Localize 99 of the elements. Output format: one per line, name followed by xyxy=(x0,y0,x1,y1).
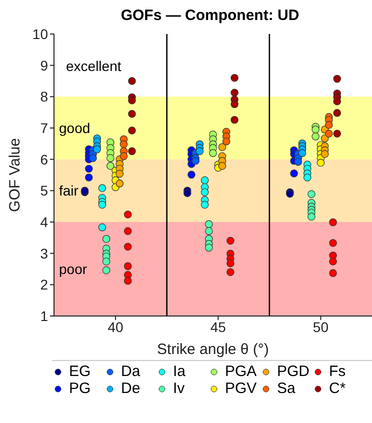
point xyxy=(226,268,234,276)
point xyxy=(325,130,333,138)
point xyxy=(218,143,226,152)
legend-label: PGD xyxy=(277,363,310,380)
y-tick-label: 5 xyxy=(40,182,48,199)
point xyxy=(204,244,213,252)
legend-label: Iv xyxy=(173,380,185,397)
point xyxy=(124,227,132,235)
legend-label: Ia xyxy=(173,363,186,380)
point xyxy=(290,170,298,178)
band-label: good xyxy=(59,120,90,136)
point xyxy=(325,120,333,129)
point xyxy=(226,259,234,268)
point xyxy=(303,174,312,182)
point xyxy=(116,170,124,178)
y-tick-label: 9 xyxy=(40,57,48,74)
x-tick-label: 45 xyxy=(210,318,226,335)
y-tick-label: 2 xyxy=(40,276,48,293)
legend-label: C* xyxy=(329,380,346,397)
y-tick-label: 8 xyxy=(40,88,48,105)
legend-label: De xyxy=(121,380,140,397)
point xyxy=(128,126,136,134)
point xyxy=(230,116,238,124)
point xyxy=(116,180,124,188)
point xyxy=(320,150,329,158)
x-axis-title: Strike angle θ (°) xyxy=(157,341,269,358)
legend-label: PG xyxy=(69,380,91,397)
band-label: poor xyxy=(59,260,88,277)
point xyxy=(124,262,132,270)
point xyxy=(106,162,114,170)
point xyxy=(209,149,217,157)
point xyxy=(102,235,110,243)
point xyxy=(200,188,209,196)
point xyxy=(329,239,337,247)
point xyxy=(128,110,136,118)
point xyxy=(230,100,238,108)
y-tick-label: 6 xyxy=(40,151,48,168)
legend-label: Da xyxy=(121,363,140,380)
point xyxy=(120,152,128,160)
point xyxy=(329,269,337,277)
point xyxy=(316,158,325,167)
point xyxy=(124,210,132,218)
point xyxy=(84,174,93,182)
legend-label: EG xyxy=(69,363,91,380)
point xyxy=(333,109,342,117)
point xyxy=(200,200,209,209)
point xyxy=(128,77,136,85)
point xyxy=(329,218,337,226)
x-tick-label: 40 xyxy=(108,318,124,335)
point xyxy=(312,132,320,140)
point xyxy=(308,212,316,221)
point xyxy=(204,220,213,228)
y-tick-label: 1 xyxy=(40,308,48,324)
legend-label: PGV xyxy=(225,380,257,397)
point xyxy=(84,164,93,173)
point xyxy=(128,147,136,156)
band-label: fair xyxy=(59,182,79,199)
point xyxy=(298,149,306,157)
point xyxy=(230,88,238,96)
point xyxy=(308,190,316,198)
x-tick-label: 50 xyxy=(312,318,329,335)
point xyxy=(312,126,320,134)
y-tick-label: 7 xyxy=(40,120,48,136)
y-axis-title: GOF Value xyxy=(6,138,24,212)
point xyxy=(124,242,132,251)
point xyxy=(333,97,342,106)
chart-title: GOFs — Component: UD xyxy=(120,7,300,24)
point xyxy=(106,154,114,162)
point xyxy=(200,176,209,184)
y-tick-label: 4 xyxy=(40,214,48,230)
point xyxy=(124,277,132,285)
y-tick-label: 3 xyxy=(40,245,48,262)
point xyxy=(230,74,238,82)
point xyxy=(188,170,196,179)
point xyxy=(98,200,106,209)
legend-label: PGA xyxy=(225,363,257,380)
point xyxy=(329,258,337,266)
point xyxy=(98,184,106,192)
point xyxy=(333,74,342,83)
point xyxy=(98,223,106,232)
point xyxy=(226,236,234,245)
point xyxy=(333,130,342,138)
point xyxy=(183,189,192,198)
point xyxy=(222,138,230,146)
point xyxy=(89,154,97,162)
point xyxy=(192,157,200,165)
point xyxy=(204,227,213,235)
point xyxy=(218,162,226,170)
point xyxy=(294,158,302,166)
y-tick-label: 10 xyxy=(32,26,48,42)
legend-label: Sa xyxy=(277,380,296,397)
annotation: excellent xyxy=(66,58,122,74)
point xyxy=(128,96,136,104)
legend-label: Fs xyxy=(329,363,346,380)
point xyxy=(93,145,101,154)
point xyxy=(196,147,204,156)
point xyxy=(102,266,110,274)
point xyxy=(120,140,128,148)
point xyxy=(102,258,110,266)
